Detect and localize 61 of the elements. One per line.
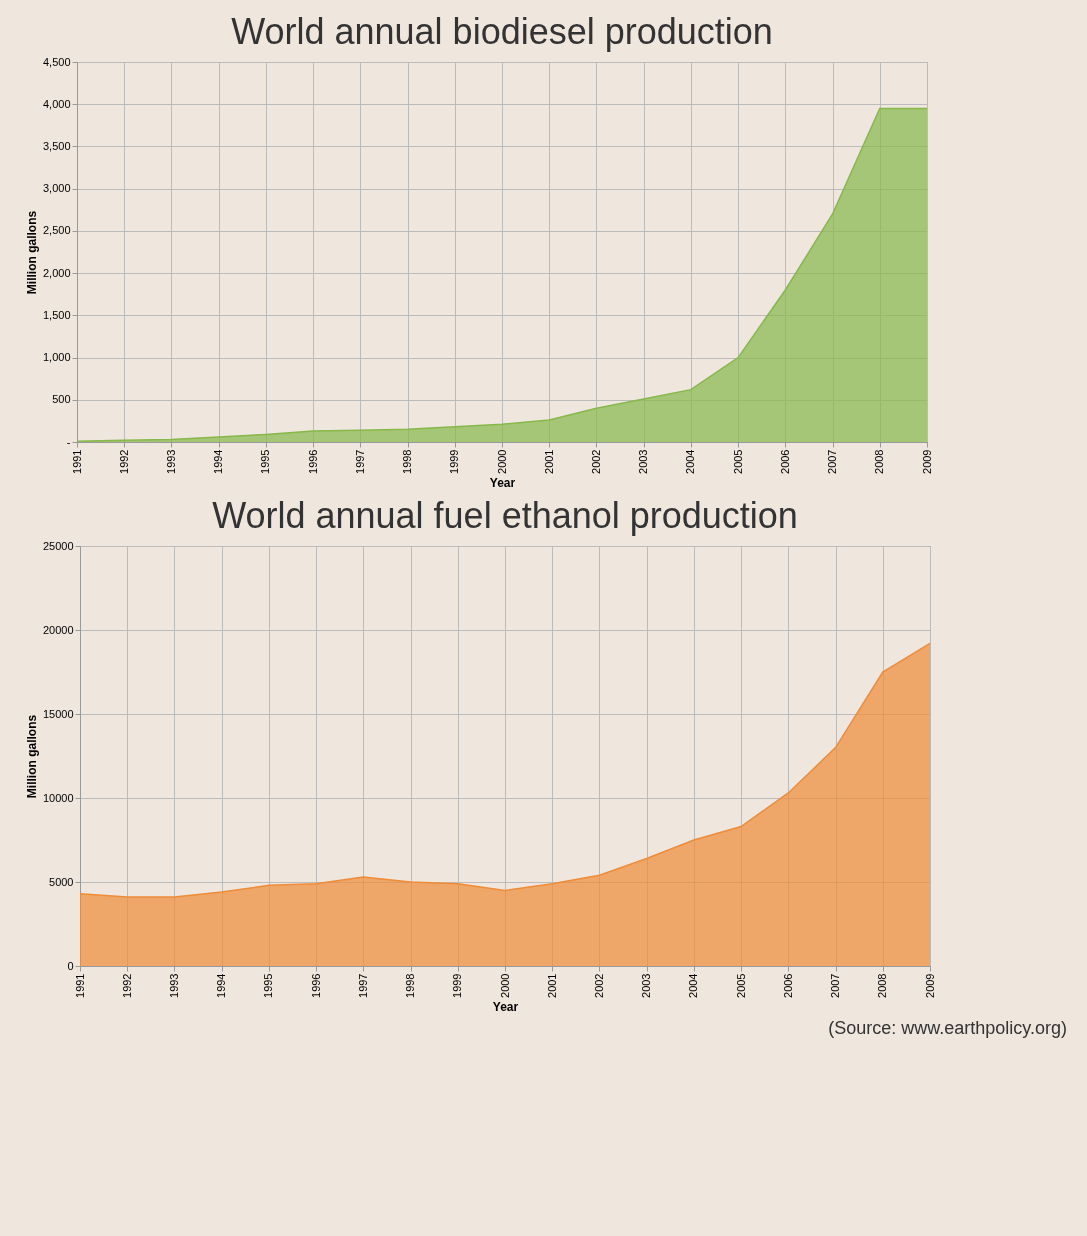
x-tick-label: 1991 [73,973,86,998]
x-tick-label: 1997 [356,973,369,998]
y-tick-label: 1,000 [42,351,71,364]
y-tick-label: - [66,435,71,448]
y-axis-title: Million gallons [24,714,39,799]
x-tick-label: 2001 [545,973,558,998]
y-tick-label: 4,500 [42,55,71,68]
y-axis-title: Million gallons [24,210,39,295]
x-tick-label: 1999 [451,973,464,998]
x-tick-label: 2007 [829,973,842,998]
x-tick-label: 1994 [215,973,228,998]
x-tick-label: 2005 [734,973,747,998]
x-tick-label: 2006 [778,449,791,474]
x-tick-label: 1998 [404,973,417,998]
y-tick-label: 20000 [42,623,74,636]
chart-title: World annual fuel ethanol production [212,495,798,536]
y-tick-label: 5000 [49,875,74,888]
x-tick-label: 2003 [640,973,653,998]
x-tick-label: 2008 [876,973,889,998]
y-tick-label: 25000 [42,539,74,552]
x-axis-title: Year [492,999,519,1014]
x-tick-label: 2000 [498,973,511,998]
x-tick-label: 2009 [920,449,933,474]
x-tick-label: 2000 [495,449,508,474]
x-axis-title: Year [489,475,516,490]
x-tick-label: 1996 [306,449,319,474]
x-tick-label: 1995 [259,449,272,474]
x-tick-label: 2004 [687,973,700,998]
x-tick-label: 2008 [873,449,886,474]
y-tick-label: 3,000 [42,182,71,195]
x-tick-label: 2003 [637,449,650,474]
x-tick-label: 1992 [120,973,133,998]
x-tick-label: 1997 [353,449,366,474]
chart-title: World annual biodiesel production [231,11,773,52]
x-tick-label: 1993 [164,449,177,474]
x-tick-label: 2002 [589,449,602,474]
x-tick-label: 1992 [117,449,130,474]
x-tick-label: 2006 [781,973,794,998]
x-tick-label: 1995 [262,973,275,998]
y-tick-label: 15000 [42,707,74,720]
x-tick-label: 2007 [826,449,839,474]
x-tick-label: 1998 [401,449,414,474]
y-tick-label: 10000 [42,791,74,804]
y-tick-label: 2,500 [42,224,71,237]
x-tick-label: 1993 [167,973,180,998]
text: (Source: www.earthpolicy.org) [827,1018,1067,1039]
x-tick-label: 2001 [542,449,555,474]
x-tick-label: 1999 [448,449,461,474]
x-tick-label: 1996 [309,973,322,998]
x-tick-label: 2009 [923,973,936,998]
x-tick-label: 1994 [212,449,225,474]
x-tick-label: 2005 [731,449,744,474]
x-tick-label: 2004 [684,449,697,474]
y-tick-label: 2,000 [42,266,71,279]
y-tick-label: 500 [52,393,71,406]
x-tick-label: 1991 [70,449,83,474]
y-tick-label: 1,500 [42,308,71,321]
y-tick-label: 4,000 [42,97,71,110]
y-tick-label: 0 [67,959,74,972]
x-tick-label: 2002 [592,973,605,998]
y-tick-label: 3,500 [42,139,71,152]
